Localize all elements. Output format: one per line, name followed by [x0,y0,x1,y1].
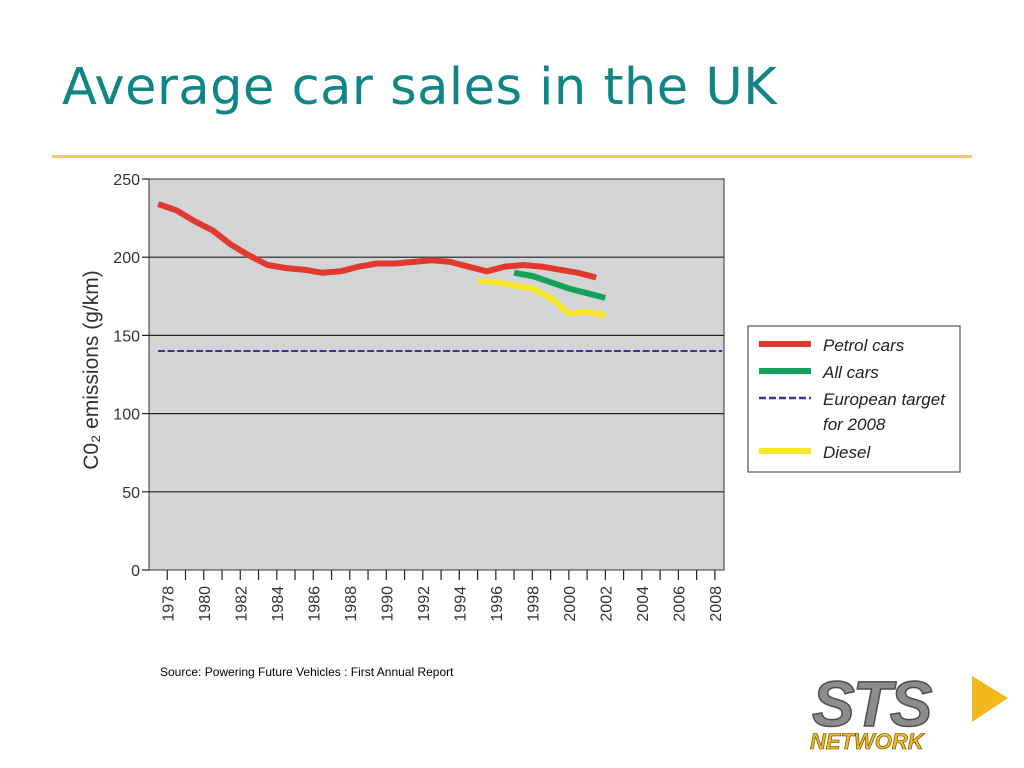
x-axis-ticks: 1978 1980 1982 1984 1986 1988 1990 1992 1994 1996… [160,570,725,622]
legend-label: All cars [822,363,879,382]
x-tick-label: 1988 [343,586,360,622]
source-note: Source: Powering Future Vehicles : First… [160,665,454,679]
y-tick-label: 150 [113,328,140,345]
logo-network-text: NETWORK [810,729,926,754]
title-underline [52,155,972,158]
x-tick-label: 1994 [452,586,469,622]
x-tick-label: 2002 [598,586,615,622]
legend-label: European target [823,390,946,409]
x-tick-label: 1984 [270,586,287,622]
plot-area [148,178,725,571]
x-tick-label: 1996 [489,586,506,622]
series-line [477,277,606,319]
x-tick-label: 1992 [416,586,433,622]
legend-label: Diesel [823,443,871,462]
legend: Petrol cars All cars European target for 20… [747,325,961,473]
x-tick-label: 1990 [379,586,396,622]
legend-label: for 2008 [823,415,886,434]
slide-title: Average car sales in the UK [62,58,778,117]
y-axis-ticks: 0 50 100 150 200 250 [113,172,149,580]
legend-label: Petrol cars [823,336,905,355]
grid-lines [149,256,724,493]
x-tick-label: 1982 [233,586,250,622]
x-tick-label: 2004 [635,586,652,622]
sts-network-logo: STS NETWORK [810,668,1008,754]
x-tick-label: 2008 [708,586,725,622]
logo-arrow-icon [972,676,1008,722]
series-line [513,269,607,301]
y-tick-label: 100 [113,407,140,424]
series-line [157,201,597,281]
x-tick-label: 1986 [306,586,323,622]
y-tick-label: 0 [131,563,140,580]
logo-sts-text: STS [812,668,933,740]
y-tick-label: 250 [113,172,140,189]
x-tick-label: 1980 [197,586,214,622]
x-tick-label: 1978 [160,586,177,622]
x-tick-label: 2000 [562,586,579,622]
series-lines [157,201,723,352]
y-tick-label: 200 [113,250,140,267]
x-tick-label: 2006 [671,586,688,622]
y-tick-label: 50 [122,485,140,502]
y-axis-label: C0₂ emissions (g/km) [80,270,103,470]
x-tick-label: 1998 [525,586,542,622]
